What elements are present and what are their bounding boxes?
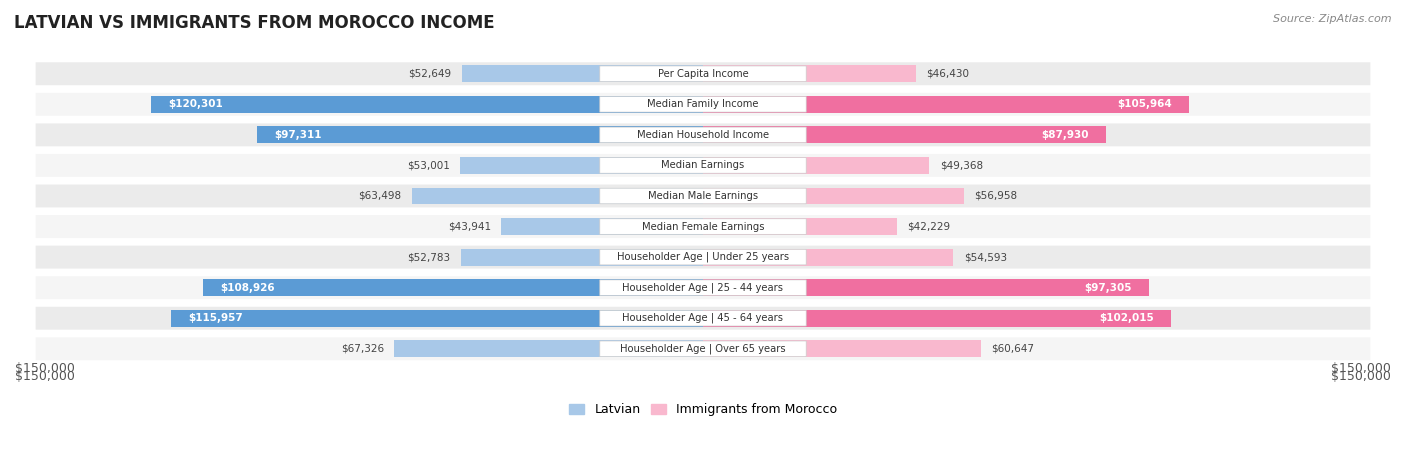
FancyBboxPatch shape bbox=[600, 219, 806, 234]
Text: Householder Age | 25 - 44 years: Householder Age | 25 - 44 years bbox=[623, 283, 783, 293]
Bar bbox=[703, 218, 897, 235]
Text: $63,498: $63,498 bbox=[359, 191, 402, 201]
Text: Householder Age | 45 - 64 years: Householder Age | 45 - 64 years bbox=[623, 313, 783, 324]
FancyBboxPatch shape bbox=[600, 158, 806, 173]
Bar bbox=[172, 310, 703, 326]
FancyBboxPatch shape bbox=[600, 188, 806, 204]
Text: $150,000: $150,000 bbox=[15, 370, 75, 383]
FancyBboxPatch shape bbox=[600, 311, 806, 326]
Text: $97,311: $97,311 bbox=[274, 130, 322, 140]
Text: $67,326: $67,326 bbox=[340, 344, 384, 354]
Text: LATVIAN VS IMMIGRANTS FROM MOROCCO INCOME: LATVIAN VS IMMIGRANTS FROM MOROCCO INCOM… bbox=[14, 14, 495, 32]
Text: $150,000: $150,000 bbox=[1331, 370, 1391, 383]
Bar bbox=[412, 188, 703, 205]
FancyBboxPatch shape bbox=[600, 127, 806, 142]
Text: Householder Age | Over 65 years: Householder Age | Over 65 years bbox=[620, 344, 786, 354]
Bar bbox=[703, 279, 1149, 296]
Bar bbox=[257, 127, 703, 143]
Text: Median Female Earnings: Median Female Earnings bbox=[641, 221, 765, 232]
Text: $105,964: $105,964 bbox=[1118, 99, 1171, 109]
Text: $102,015: $102,015 bbox=[1099, 313, 1154, 323]
Legend: Latvian, Immigrants from Morocco: Latvian, Immigrants from Morocco bbox=[564, 398, 842, 421]
FancyBboxPatch shape bbox=[35, 215, 1371, 238]
Bar bbox=[703, 249, 953, 266]
FancyBboxPatch shape bbox=[35, 62, 1371, 85]
Text: $150,000: $150,000 bbox=[1331, 362, 1391, 375]
FancyBboxPatch shape bbox=[600, 341, 806, 357]
Bar bbox=[703, 65, 915, 82]
Bar bbox=[703, 340, 981, 357]
Bar bbox=[703, 96, 1189, 113]
Bar bbox=[502, 218, 703, 235]
Bar bbox=[152, 96, 703, 113]
Text: Median Family Income: Median Family Income bbox=[647, 99, 759, 109]
Text: Median Male Earnings: Median Male Earnings bbox=[648, 191, 758, 201]
Bar bbox=[703, 310, 1171, 326]
Text: $49,368: $49,368 bbox=[939, 161, 983, 170]
Bar bbox=[461, 65, 703, 82]
FancyBboxPatch shape bbox=[35, 93, 1371, 116]
Text: Median Household Income: Median Household Income bbox=[637, 130, 769, 140]
Text: $87,930: $87,930 bbox=[1042, 130, 1090, 140]
FancyBboxPatch shape bbox=[35, 276, 1371, 299]
FancyBboxPatch shape bbox=[600, 66, 806, 82]
FancyBboxPatch shape bbox=[35, 123, 1371, 146]
Text: $54,593: $54,593 bbox=[963, 252, 1007, 262]
FancyBboxPatch shape bbox=[600, 97, 806, 112]
FancyBboxPatch shape bbox=[35, 307, 1371, 330]
Text: $97,305: $97,305 bbox=[1084, 283, 1132, 293]
Text: $52,783: $52,783 bbox=[408, 252, 450, 262]
Bar bbox=[703, 188, 965, 205]
Text: $53,001: $53,001 bbox=[406, 161, 450, 170]
FancyBboxPatch shape bbox=[600, 249, 806, 265]
Text: $115,957: $115,957 bbox=[188, 313, 243, 323]
Bar bbox=[703, 127, 1107, 143]
Bar bbox=[703, 157, 929, 174]
Text: Source: ZipAtlas.com: Source: ZipAtlas.com bbox=[1274, 14, 1392, 24]
Text: $42,229: $42,229 bbox=[907, 221, 950, 232]
FancyBboxPatch shape bbox=[35, 337, 1371, 360]
FancyBboxPatch shape bbox=[35, 154, 1371, 177]
Text: Householder Age | Under 25 years: Householder Age | Under 25 years bbox=[617, 252, 789, 262]
Text: $150,000: $150,000 bbox=[15, 362, 75, 375]
Text: $52,649: $52,649 bbox=[408, 69, 451, 79]
Text: $46,430: $46,430 bbox=[927, 69, 969, 79]
Bar bbox=[461, 249, 703, 266]
Bar bbox=[460, 157, 703, 174]
Text: $108,926: $108,926 bbox=[221, 283, 276, 293]
Text: $43,941: $43,941 bbox=[449, 221, 491, 232]
Bar bbox=[204, 279, 703, 296]
FancyBboxPatch shape bbox=[35, 246, 1371, 269]
Text: $56,958: $56,958 bbox=[974, 191, 1018, 201]
FancyBboxPatch shape bbox=[600, 280, 806, 296]
Bar bbox=[394, 340, 703, 357]
Text: Median Earnings: Median Earnings bbox=[661, 161, 745, 170]
Text: Per Capita Income: Per Capita Income bbox=[658, 69, 748, 79]
Text: $60,647: $60,647 bbox=[991, 344, 1035, 354]
Text: $120,301: $120,301 bbox=[169, 99, 224, 109]
FancyBboxPatch shape bbox=[35, 184, 1371, 207]
